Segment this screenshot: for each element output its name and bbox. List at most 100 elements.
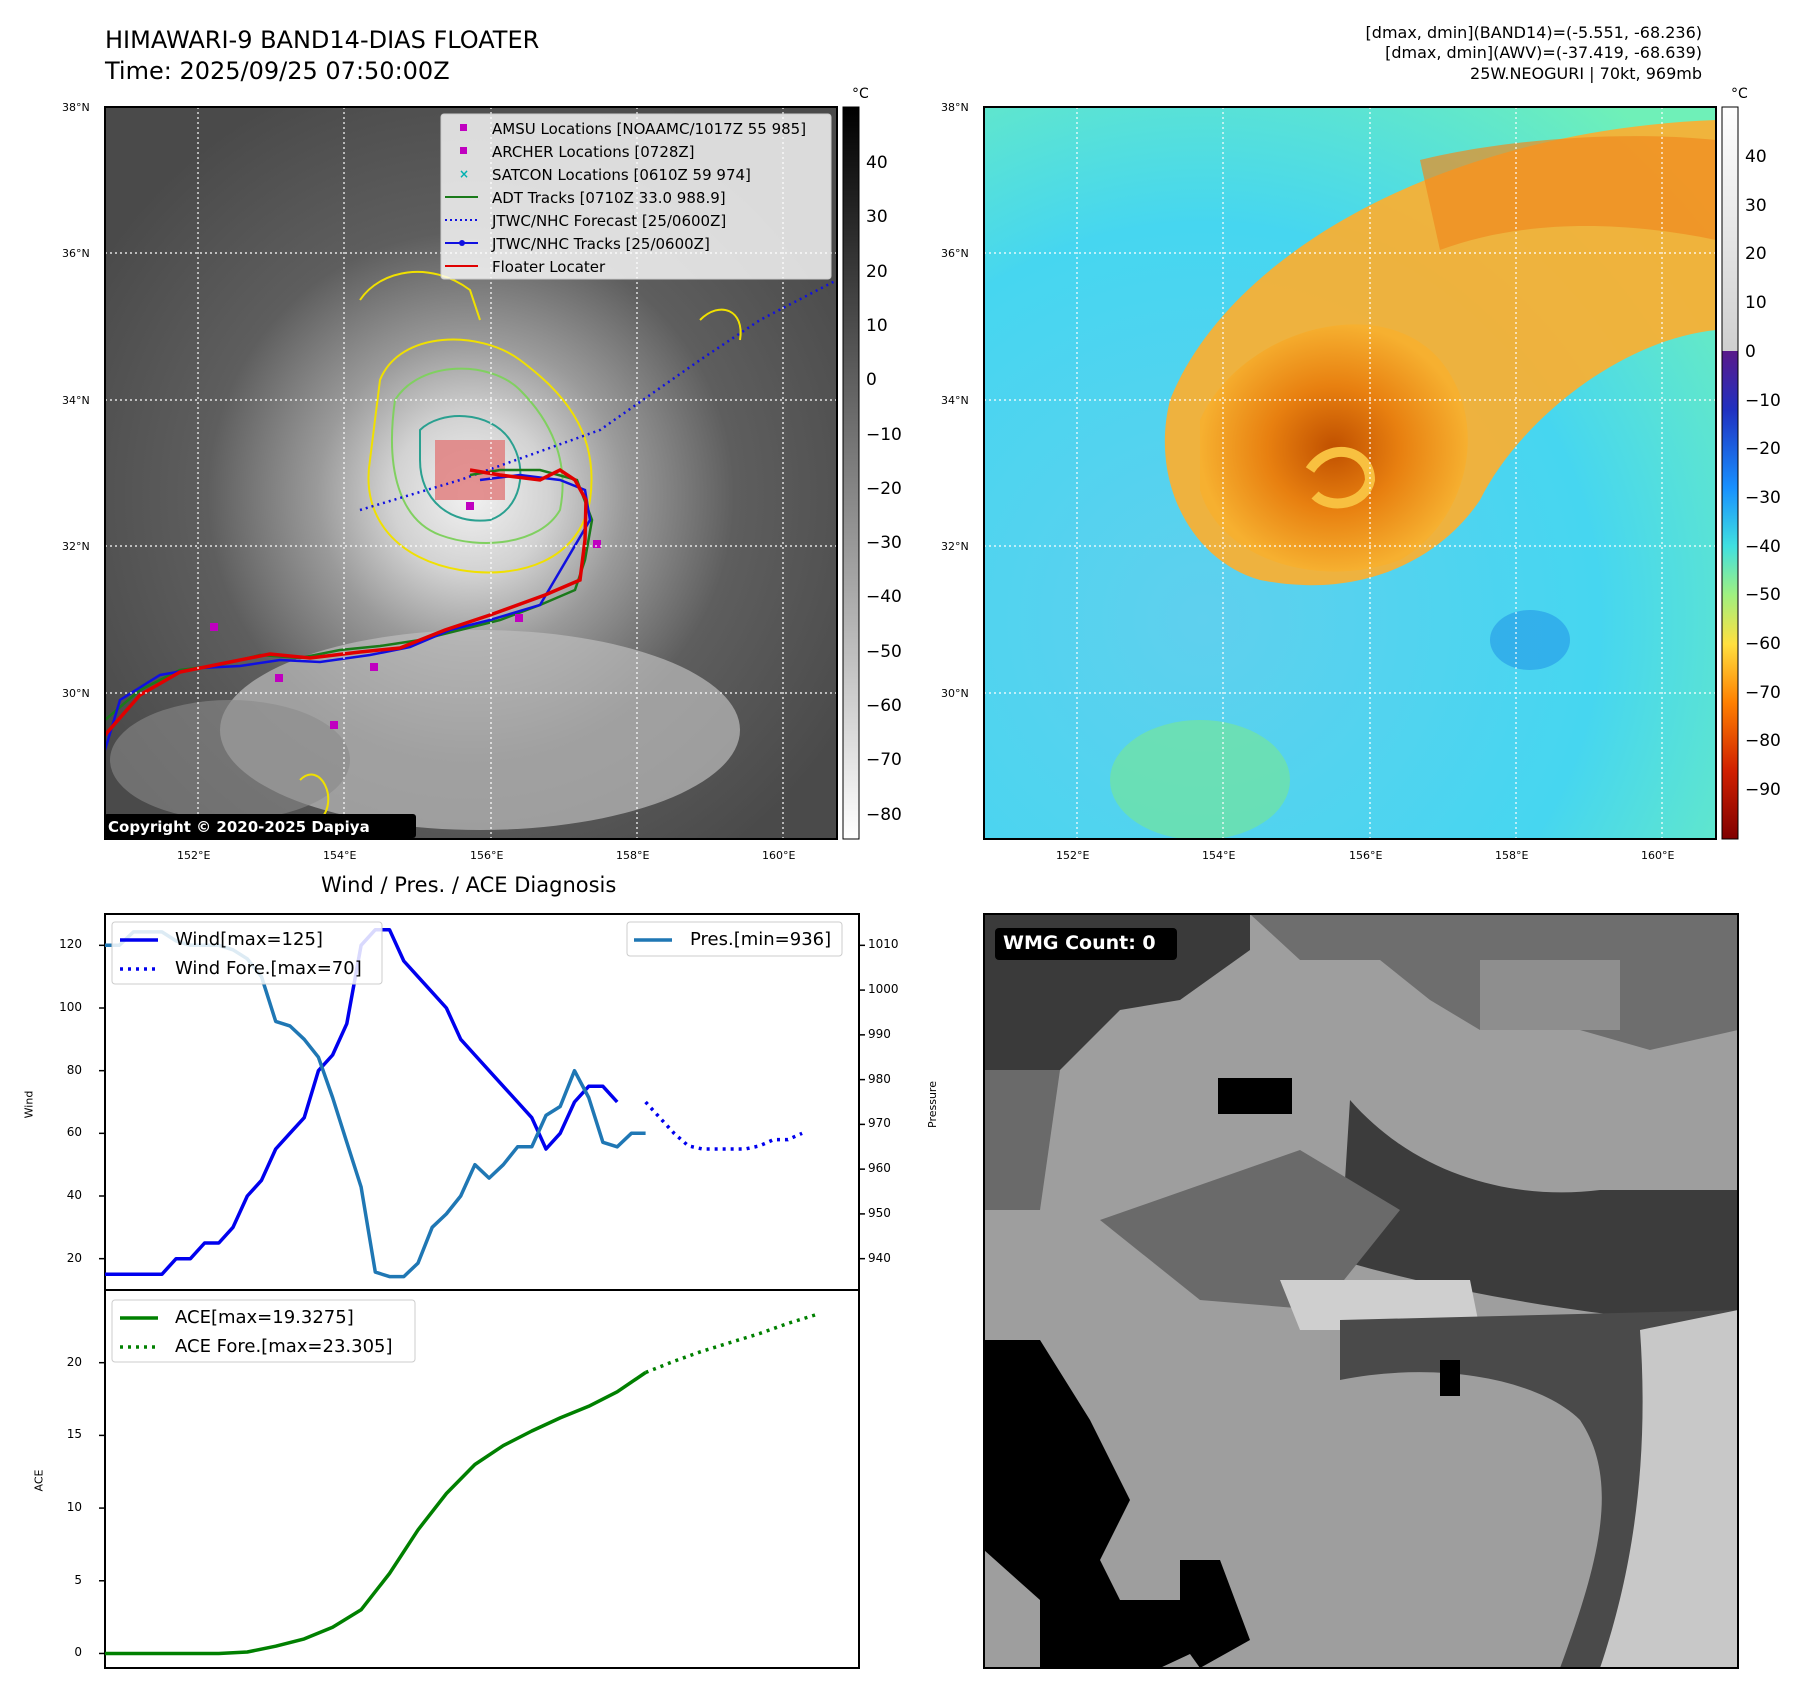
- series-line-ace: [105, 1371, 647, 1656]
- legend-amsu-label: AMSU Locations [NOAAMC/1017Z 55 985]: [492, 120, 807, 138]
- axis-tick-label: 5: [74, 1572, 82, 1587]
- cloud-contour: [367, 338, 593, 574]
- legend-archer-marker: [460, 147, 467, 154]
- ir-lat-label: 36°N: [62, 247, 90, 260]
- axis-tick-label: 10: [66, 1500, 82, 1515]
- wmg-count-box: [995, 928, 1177, 960]
- series-line-wind-fore-: [644, 1100, 803, 1151]
- legend-wind-label: Wind[max=125]: [175, 929, 323, 950]
- axis-tick-label: 40: [66, 1188, 82, 1202]
- legend-wind-fore-label: Wind Fore.[max=70]: [175, 958, 362, 979]
- colorbar-tick-label: −80: [866, 804, 902, 825]
- legend-satcon-marker: ×: [459, 167, 469, 181]
- awv-colorbar: [1721, 106, 1739, 840]
- axis-tick-label: 960: [868, 1161, 891, 1176]
- legend-floater-label: Floater Locater: [492, 258, 606, 276]
- colorbar-tick-label: −10: [866, 424, 902, 445]
- colorbar-tick-label: −70: [866, 750, 902, 771]
- wind-axis-label: Wind: [22, 1090, 36, 1119]
- colorbar-tick-label: 20: [866, 261, 888, 282]
- axis-tick-label: 20: [66, 1354, 82, 1369]
- legend-satcon-label: SATCON Locations [0610Z 59 974]: [492, 166, 751, 184]
- wmg-panel: [983, 913, 1739, 1669]
- awv-gridlines: [984, 107, 1716, 839]
- colorbar-tick-label: −20: [866, 478, 902, 499]
- axis-tick-label: 1010: [868, 937, 899, 952]
- wind-pressure-chart: [104, 913, 860, 1291]
- axis-tick-label: 970: [868, 1116, 891, 1131]
- awv-lat-label: 36°N: [941, 247, 969, 260]
- axis-tick-label: 120: [59, 937, 82, 952]
- diagnosis-title: Wind / Pres. / ACE Diagnosis: [321, 873, 617, 897]
- legend-pressure-label: Pres.[min=936]: [690, 929, 832, 950]
- legend-ace-fore-label: ACE Fore.[max=23.305]: [175, 1336, 393, 1357]
- ir-lat-label: 34°N: [62, 394, 90, 407]
- wmg-count-label: WMG Count: 0: [1003, 932, 1156, 954]
- colorbar-tick-label: −70: [1745, 682, 1781, 703]
- colorbar-tick-label: −30: [1745, 487, 1781, 508]
- axis-tick-label: 60: [66, 1125, 82, 1140]
- pressure-legend-box: [626, 921, 843, 957]
- axis-tick-label: 0: [74, 1645, 82, 1660]
- ir-lat-label: 30°N: [62, 687, 90, 700]
- info-line-3: 25W.NEOGURI | 70kt, 969mb: [1470, 64, 1702, 83]
- axis-tick-label: 940: [868, 1250, 891, 1265]
- colorbar-tick-label: −30: [866, 533, 902, 554]
- ir-lon-label: 156°E: [470, 849, 504, 862]
- colorbar-tick-label: −20: [1745, 439, 1781, 460]
- awv-frame: [983, 106, 1717, 840]
- legend-archer-label: ARCHER Locations [0728Z]: [492, 143, 695, 161]
- axis-tick-label: 80: [66, 1062, 82, 1077]
- colorbar-tick-label: 0: [866, 370, 877, 391]
- axis-tick-label: 1000: [868, 982, 899, 997]
- awv-unit: °C: [1731, 86, 1748, 102]
- colorbar-tick-label: 20: [1745, 244, 1767, 265]
- colorbar-tick-label: 0: [1745, 341, 1756, 362]
- colorbar-tick-label: −10: [1745, 390, 1781, 411]
- map-legend: ×: [440, 113, 832, 280]
- figure-time: Time: 2025/09/25 07:50:00Z: [105, 57, 450, 85]
- info-line-1: [dmax, dmin](BAND14)=(-5.551, -68.236): [1365, 23, 1702, 42]
- ir-lon-label: 160°E: [762, 849, 796, 862]
- colorbar-tick-label: 30: [1745, 195, 1767, 216]
- awv-lat-label: 38°N: [941, 101, 969, 114]
- ace-chart: [104, 1289, 860, 1669]
- awv-lon-label: 152°E: [1056, 849, 1090, 862]
- awv-lon-label: 160°E: [1641, 849, 1675, 862]
- colorbar-tick-label: 40: [1745, 147, 1767, 167]
- colorbar-tick-label: −50: [1745, 585, 1781, 606]
- axis-tick-label: 20: [66, 1250, 82, 1265]
- ace-legend-box: [111, 1299, 416, 1363]
- wind-legend-box: [111, 921, 383, 985]
- pressure-axis-label: Pressure: [925, 1081, 939, 1128]
- ir-lon-label: 158°E: [616, 849, 650, 862]
- colorbar-tick-label: −80: [1745, 731, 1781, 752]
- awv-lat-label: 32°N: [941, 540, 969, 553]
- legend-ace-label: ACE[max=19.3275]: [175, 1307, 354, 1328]
- band14-colorbar: [842, 106, 860, 840]
- axis-tick-label: 100: [59, 1000, 82, 1014]
- legend-jtwc-label: JTWC/NHC Tracks [25/0600Z]: [492, 235, 710, 253]
- colorbar-tick-label: −60: [866, 696, 902, 716]
- floater-locater-track: [105, 467, 588, 737]
- colorbar-tick-label: −60: [1745, 634, 1781, 654]
- colorbar-tick-label: −40: [1745, 536, 1781, 557]
- awv-lon-label: 154°E: [1202, 849, 1236, 862]
- awv-lat-label: 30°N: [941, 687, 969, 700]
- colorbar-tick-label: −50: [866, 641, 902, 662]
- colorbar-tick-label: 10: [1745, 293, 1767, 314]
- axis-tick-label: 980: [868, 1071, 891, 1086]
- ir-lat-label: 32°N: [62, 540, 90, 553]
- awv-lon-label: 156°E: [1349, 849, 1383, 862]
- ir-lon-label: 154°E: [323, 849, 357, 862]
- awv-lon-label: 158°E: [1495, 849, 1529, 862]
- legend-forecast-label: JTWC/NHC Forecast [25/0600Z]: [492, 212, 727, 230]
- colorbar-tick-label: 40: [866, 153, 888, 173]
- colorbar-tick-label: 10: [866, 315, 888, 336]
- copyright-box: [104, 814, 416, 838]
- ace-axis-label: ACE: [32, 1469, 46, 1492]
- ir-lat-label: 38°N: [62, 101, 90, 114]
- wmg-frame: [983, 913, 1739, 1669]
- legend-amsu-marker: [460, 124, 467, 131]
- awv-satellite-panel: [983, 106, 1717, 840]
